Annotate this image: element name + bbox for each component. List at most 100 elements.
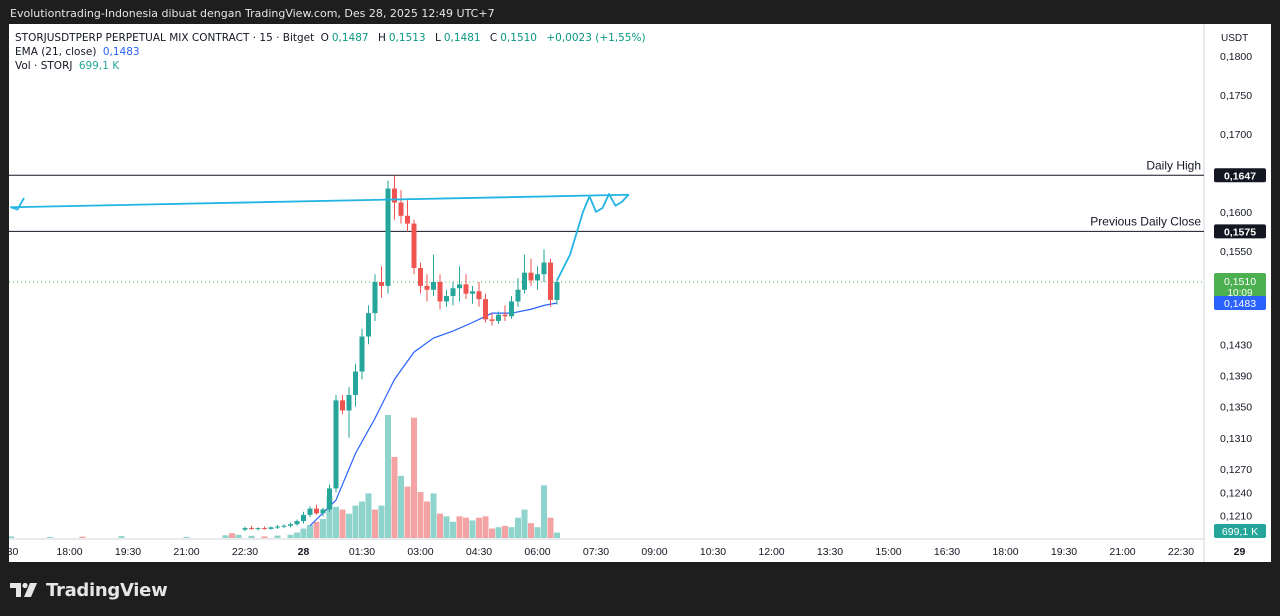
candle-body-44	[528, 272, 534, 281]
chart-header: Evolutiontrading-Indonesia dibuat dengan…	[0, 0, 1280, 24]
x-tick-label-5: 28	[298, 546, 310, 558]
ema-price-label: 0,1483	[1224, 298, 1256, 310]
candle-body-14	[333, 400, 339, 489]
volume-bar-5	[222, 535, 229, 538]
x-tick-label-2: 19:30	[115, 546, 141, 558]
volume-bar-16	[320, 519, 326, 538]
ema-value: 0,1483	[102, 46, 140, 58]
legend-volume-row[interactable]: Vol · STORJ 699,1 K	[15, 60, 122, 72]
y-tick-label-4: 0,1550	[1220, 246, 1252, 258]
volume-bar-0	[9, 536, 14, 538]
close-value: 0,1510	[500, 32, 537, 44]
level-price-label-0: 0,1647	[1224, 170, 1256, 182]
last-price-label: 0,1510	[1224, 276, 1256, 288]
volume-bar-35	[443, 516, 450, 538]
volume-bar-13	[300, 528, 307, 538]
open-value: 0,1487	[331, 32, 369, 44]
volume-bar-48	[528, 523, 534, 538]
candle-body-27	[418, 267, 423, 286]
ema-line	[309, 302, 558, 527]
candle-body-33	[457, 284, 462, 289]
candle-body-6	[281, 525, 287, 527]
volume-bar-23	[365, 493, 372, 538]
y-tick-label-1: 0,1750	[1220, 90, 1252, 102]
x-tick-label-13: 12:00	[758, 546, 784, 558]
candle-body-31	[444, 296, 449, 302]
volume-bar-24	[372, 509, 378, 538]
volume-badge	[1214, 524, 1266, 538]
candle-body-36	[476, 291, 482, 300]
ema-label: EMA (21, close)	[15, 46, 97, 58]
projection-path	[10, 193, 630, 281]
volume-bar-33	[430, 493, 437, 538]
candle-body-38	[489, 319, 495, 321]
candle-body-47	[548, 262, 553, 300]
level-label-0: Daily High	[1146, 158, 1201, 172]
chart-canvas[interactable]: USDT 0,1800 0,1750 0,1700 0,1600 0,1550 0,1430…	[9, 24, 1271, 562]
volume-bar-18	[333, 506, 339, 538]
volume-bar-12	[294, 532, 300, 538]
candle-body-17	[353, 371, 358, 395]
candle-body-45	[535, 274, 540, 281]
volume-bar-38	[463, 517, 469, 538]
footer: TradingView	[0, 562, 1280, 616]
x-tick-label-8: 04:30	[466, 546, 492, 558]
volume-bar-40	[476, 517, 482, 538]
volume-bar-6	[229, 533, 235, 538]
volume-bar-11	[287, 534, 294, 538]
candle-body-12	[320, 509, 326, 514]
legend-symbol-row: STORJUSDTPERP PERPETUAL MIX CONTRACT · 1…	[15, 32, 649, 44]
candle-body-11	[314, 508, 319, 514]
candle-body-24	[398, 202, 404, 216]
x-tick-label-3: 21:00	[173, 546, 199, 558]
volume-bar-14	[307, 525, 313, 538]
level-price-badge-0	[1214, 168, 1266, 183]
volume-bar-39	[469, 520, 476, 538]
tradingview-logo[interactable]: TradingView	[10, 578, 168, 602]
legend-ema-row[interactable]: EMA (21, close) 0,1483	[15, 46, 143, 58]
volume-bar-1	[47, 536, 53, 538]
volume-bar-36	[450, 521, 456, 538]
candle-body-1	[249, 528, 254, 530]
candle-body-26	[411, 223, 417, 268]
volume-bar-41	[482, 516, 489, 538]
level-label-1: Previous Daily Close	[1090, 214, 1201, 228]
candle-body-13	[327, 488, 332, 510]
volume-bar-28	[398, 475, 404, 538]
volume-bar-27	[391, 456, 398, 538]
x-tick-label-10: 07:30	[583, 546, 609, 558]
candle-body-29	[431, 282, 436, 290]
candle-body-20	[372, 282, 378, 314]
candle-body-46	[541, 262, 547, 275]
bar-countdown-label: 10:09	[1227, 288, 1252, 299]
volume-bar-21	[352, 505, 359, 538]
volume-bar-8	[248, 535, 255, 538]
ema-price-badge	[1214, 296, 1266, 311]
volume-bar-19	[339, 509, 346, 538]
volume-bar-3	[118, 536, 125, 538]
volume-bar-52	[554, 532, 560, 538]
candle-body-32	[450, 288, 456, 297]
change-value: +0,0023 (+1,55%)	[546, 32, 646, 44]
last-price-badge	[1214, 273, 1266, 299]
y-tick-label-11: 0,1210	[1220, 511, 1252, 523]
symbol-label[interactable]: STORJUSDTPERP PERPETUAL MIX CONTRACT · 1…	[15, 32, 315, 44]
volume-bar-4	[183, 536, 190, 538]
y-tick-label-8: 0,1310	[1220, 433, 1252, 445]
chart-frame[interactable]: USDT 0,1800 0,1750 0,1700 0,1600 0,1550 0,1430…	[9, 24, 1271, 562]
brand-label: TradingView	[46, 579, 168, 601]
candle-body-37	[483, 299, 488, 320]
volume-bar-42	[489, 528, 495, 538]
candle-body-39	[496, 314, 501, 321]
x-tick-label-6: 01:30	[349, 546, 375, 558]
x-tick-label-12: 10:30	[700, 546, 726, 558]
volume-bar-34	[437, 513, 443, 538]
candle-body-22	[385, 188, 391, 286]
high-label: H	[377, 32, 386, 44]
candle-body-18	[359, 336, 365, 372]
candle-body-16	[346, 394, 352, 411]
volume-bar-51	[547, 517, 554, 538]
x-tick-label-16: 16:30	[934, 546, 960, 558]
candle-body-25	[405, 215, 410, 224]
volume-bar-25	[378, 505, 385, 538]
